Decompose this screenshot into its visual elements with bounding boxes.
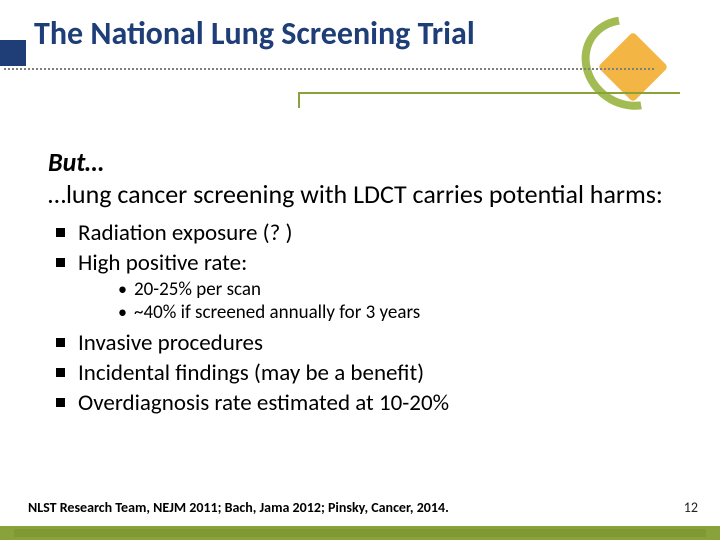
list-item: Radiation exposure (? ) [78, 219, 668, 247]
list-item: Overdiagnosis rate estimated at 10-20% [78, 389, 668, 417]
footer: NLST Research Team, NEJM 2011; Bach, Jam… [28, 499, 698, 516]
green-rule-tick [298, 92, 300, 108]
footer-citation: NLST Research Team, NEJM 2011; Bach, Jam… [28, 499, 449, 516]
title-region: The National Lung Screening Trial [0, 14, 720, 53]
title-accent-square [0, 40, 26, 66]
list-item: 20-25% per scan [134, 279, 668, 302]
footer-bar [0, 526, 720, 540]
list-item: High positive rate: 20-25% per scan ~40%… [78, 249, 668, 325]
lead-text: …lung cancer screening with LDCT carries… [48, 180, 668, 209]
slide-title: The National Lung Screening Trial [34, 14, 720, 53]
footer-bar-inner [14, 529, 706, 537]
dotted-divider [4, 68, 654, 70]
list-item: Incidental findings (may be a benefit) [78, 359, 668, 387]
list-item: Invasive procedures [78, 329, 668, 357]
page-number: 12 [684, 499, 698, 516]
lead-kicker: But… [48, 146, 668, 178]
list-item-label: High positive rate: [78, 249, 247, 277]
bullet-list-level1: Radiation exposure (? ) High positive ra… [48, 219, 668, 417]
list-item: ~40% if screened annually for 3 years [134, 302, 668, 325]
body-content: But… …lung cancer screening with LDCT ca… [48, 146, 668, 419]
slide: The National Lung Screening Trial But… …… [0, 0, 720, 540]
green-rule [300, 92, 680, 94]
bullet-list-level2: 20-25% per scan ~40% if screened annuall… [78, 279, 668, 325]
